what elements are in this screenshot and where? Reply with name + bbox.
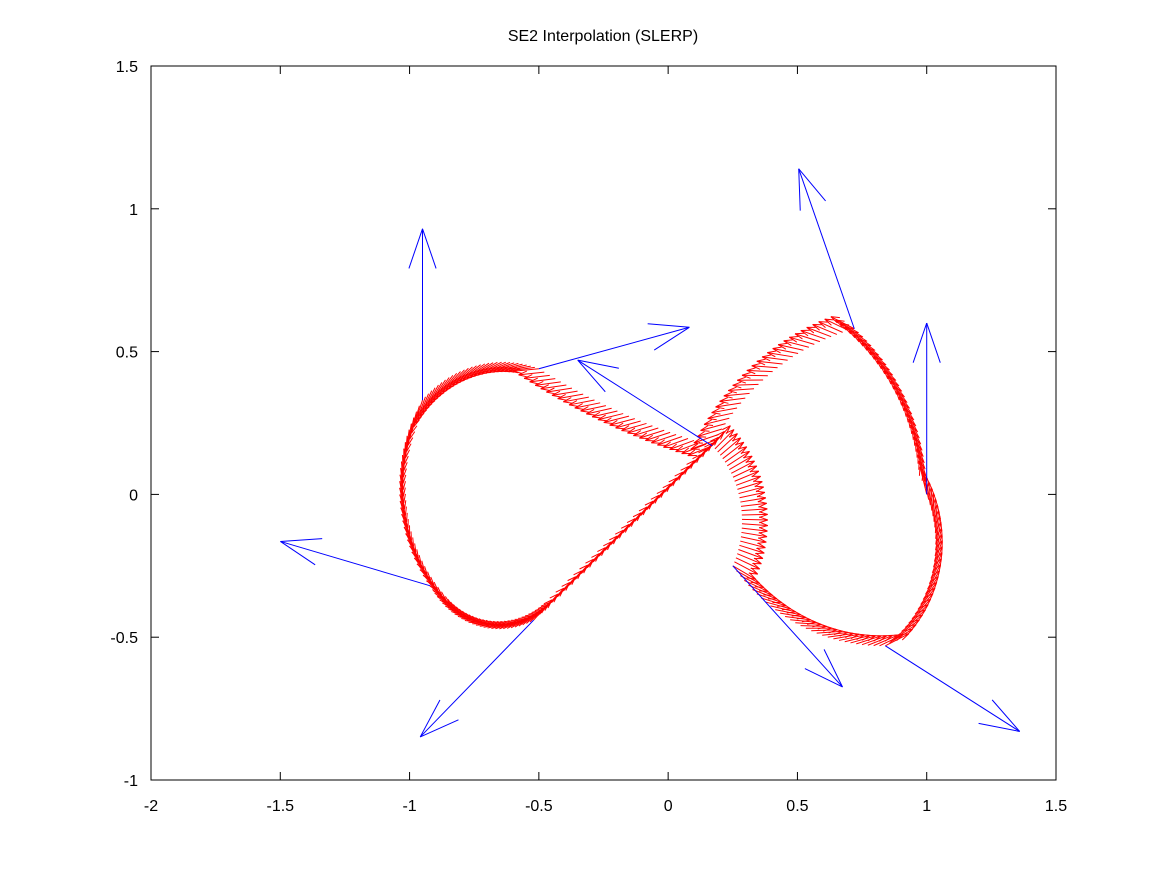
y-tick-label: 1.5	[116, 59, 138, 76]
interpolated-pose-arrow	[746, 367, 773, 375]
keyframe-pose-arrow	[419, 619, 535, 738]
interpolated-pose-arrow	[767, 350, 793, 358]
interpolated-pose-arrow	[800, 329, 826, 340]
keyframe-pose-arrow	[280, 538, 431, 587]
interpolated-pose-series	[399, 316, 943, 647]
interpolated-pose-arrow	[615, 420, 641, 430]
interpolated-pose-arrow	[568, 399, 595, 407]
keyframe-pose-arrow	[732, 565, 843, 688]
x-tick-label: -0.5	[525, 798, 553, 815]
axis-ticks	[150, 65, 1057, 781]
interpolated-pose-arrow	[586, 407, 612, 416]
interpolated-pose-arrow	[777, 342, 804, 351]
interpolated-pose-arrow	[761, 354, 788, 362]
interpolated-pose-arrow	[627, 425, 653, 435]
interpolated-pose-arrow	[609, 418, 635, 427]
x-tick-label: 0	[664, 798, 673, 815]
interpolated-pose-arrow	[597, 413, 624, 422]
interpolated-pose-arrow	[546, 387, 573, 395]
keyframe-pose-series	[280, 168, 1021, 738]
x-tick-label: 0.5	[786, 798, 808, 815]
interpolated-pose-arrow	[824, 318, 849, 331]
interpolated-pose-arrow	[540, 384, 567, 392]
y-tick-label: 0	[129, 487, 138, 504]
interpolated-pose-arrow	[639, 429, 665, 440]
interpolated-pose-arrow	[772, 346, 799, 354]
chart-title: SE2 Interpolation (SLERP)	[508, 28, 698, 45]
plot-frame	[150, 65, 1057, 781]
x-tick-label: 1.5	[1045, 798, 1067, 815]
interpolated-pose-arrow	[756, 358, 783, 366]
interpolated-pose-arrow	[737, 376, 764, 384]
interpolated-pose-arrow	[728, 386, 755, 394]
interpolated-pose-arrow	[723, 391, 750, 399]
y-tick-labels: -1 -0.5 0 0.5 1 1.5	[110, 59, 138, 790]
x-tick-label: -2	[144, 798, 158, 815]
y-tick-label: -1	[124, 773, 138, 790]
interpolated-pose-arrow	[783, 339, 809, 348]
interpolated-pose-arrow	[715, 402, 742, 410]
interpolated-pose-arrow	[732, 381, 759, 389]
interpolated-pose-arrow	[534, 380, 561, 388]
interpolated-pose-arrow	[663, 438, 689, 448]
interpolated-pose-arrow	[633, 427, 659, 437]
interpolated-pose-arrow	[711, 407, 738, 415]
keyframe-pose-arrow	[408, 228, 437, 401]
interpolated-pose-arrow	[518, 370, 545, 378]
interpolated-pose-arrow	[621, 422, 647, 432]
interpolated-pose-arrow	[669, 439, 695, 451]
interpolated-pose-arrow	[703, 417, 730, 426]
interpolated-pose-arrow	[580, 405, 607, 413]
interpolated-pose-arrow	[529, 602, 550, 623]
interpolated-pose-arrow	[719, 397, 746, 404]
interpolated-pose-arrow	[675, 441, 701, 453]
x-tick-label: -1.5	[266, 798, 294, 815]
x-tick-labels: -2 -1.5 -1 -0.5 0 0.5 1 1.5	[144, 798, 1067, 815]
interpolated-pose-arrow	[603, 415, 630, 424]
interpolated-pose-arrow	[681, 443, 707, 455]
keyframe-pose-arrow	[538, 323, 690, 370]
keyframe-pose-arrow	[798, 168, 855, 329]
interpolated-pose-arrow	[789, 336, 815, 345]
interpolated-pose-arrow	[687, 445, 713, 457]
x-tick-label: 1	[922, 798, 931, 815]
interpolated-pose-arrow	[830, 316, 855, 330]
interpolated-pose-arrow	[812, 323, 838, 335]
y-tick-label: -0.5	[110, 630, 138, 647]
interpolated-pose-arrow	[523, 374, 550, 381]
interpolated-pose-arrow	[657, 436, 683, 446]
interpolated-pose-arrow	[645, 431, 671, 442]
x-tick-label: -1	[402, 798, 416, 815]
interpolated-pose-arrow	[574, 402, 601, 410]
interpolated-pose-arrow	[651, 434, 677, 444]
interpolated-pose-arrow	[741, 371, 768, 379]
interpolated-pose-arrow	[700, 423, 726, 432]
interpolated-pose-arrow	[557, 393, 584, 401]
interpolated-pose-arrow	[818, 321, 843, 333]
keyframe-pose-arrow	[912, 322, 941, 495]
interpolated-pose-arrow	[806, 326, 832, 338]
interpolated-pose-arrow	[794, 332, 821, 343]
interpolated-pose-arrow	[751, 362, 778, 370]
y-tick-label: 0.5	[116, 345, 138, 362]
y-tick-label: 1	[129, 202, 138, 219]
interpolated-pose-arrow	[529, 377, 556, 385]
interpolated-pose-arrow	[591, 410, 618, 419]
keyframe-pose-arrow	[577, 359, 713, 447]
interpolated-pose-arrow	[563, 396, 589, 404]
keyframe-pose-arrow	[885, 645, 1021, 732]
interpolated-pose-arrow	[707, 412, 734, 421]
interpolated-pose-arrow	[551, 390, 578, 398]
